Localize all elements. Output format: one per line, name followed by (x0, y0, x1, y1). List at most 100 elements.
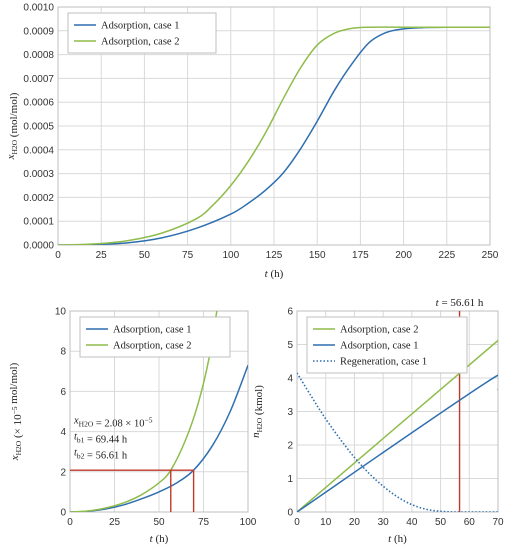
x-tick-label: 225 (438, 250, 455, 261)
y-axis-unit: (kmol) (253, 385, 265, 418)
annotation-x-exponent: −5 (144, 416, 152, 425)
x-tick-label: 100 (222, 250, 239, 261)
legend-label-2: Adsorption, case 2 (101, 37, 179, 48)
annotation-tb2-value: = 56.61 h (84, 451, 127, 462)
x-tick-label: 70 (492, 517, 504, 528)
annotation-tb2-subscript: b2 (77, 452, 85, 461)
time-marker-variable: t (436, 297, 440, 309)
x-tick-label: 0 (67, 517, 73, 528)
y-tick-label: 2 (287, 441, 293, 452)
y-tick-label: 6 (287, 307, 293, 318)
plot-frame (57, 6, 491, 246)
x-axis-label: t (h) (265, 268, 284, 280)
y-tick-label: 0 (60, 508, 66, 519)
y-tick-label: 0.0010 (23, 3, 54, 14)
legend-box (79, 316, 231, 358)
y-tick-label: 4 (60, 427, 66, 438)
y-axis-label: xH2O (× 10−5 mol/mol) (8, 362, 24, 461)
plot-frame (296, 310, 499, 513)
y-tick-label: 0.0002 (23, 193, 54, 204)
x-tick-label: 50 (139, 250, 151, 261)
legend-label-1: Adsorption, case 1 (113, 325, 191, 336)
annotation-tb2: tb2 = 56.61 h (74, 448, 128, 462)
y-tick-label: 0.0008 (23, 50, 54, 61)
x-axis-unit: (h) (268, 268, 284, 280)
annotation-x-subscript: H2O (79, 420, 94, 429)
legend-box (67, 12, 217, 54)
x-tick-label: 50 (435, 517, 447, 528)
x-axis-label: t (h) (388, 533, 407, 545)
series-line-1 (58, 26, 490, 245)
y-tick-label: 0.0009 (23, 26, 54, 37)
x-tick-label: 0 (294, 517, 300, 528)
x-tick-label: 100 (240, 517, 257, 528)
y-axis-label: nH2O (kmol) (250, 385, 265, 438)
chart-panel-1: 0.0000 0.0001 0.0002 0.0003 0.0004 0.0005 0.00… (5, 3, 499, 281)
x-tick-label: 75 (182, 250, 194, 261)
x-axis-variable: t (150, 533, 154, 545)
y-tick-label: 0.0006 (23, 98, 54, 109)
x-tick-label: 25 (109, 517, 121, 528)
y-axis-unit: (× 10 (12, 414, 24, 441)
y-tick-label: 0.0001 (23, 217, 54, 228)
y-tick-label: 0.0000 (23, 241, 54, 252)
x-tick-label: 10 (320, 517, 332, 528)
y-tick-label: 1 (287, 474, 293, 485)
series-line-2 (58, 26, 490, 245)
y-tick-label: 2 (60, 467, 66, 478)
legend-label-1: Adsorption, case 2 (340, 325, 418, 336)
y-axis-exponent: −5 (10, 406, 19, 414)
y-tick-label: 0.0007 (23, 74, 54, 85)
y-axis-unit-tail: mol/mol) (8, 362, 20, 406)
annotation-x-value: = 2.08 × 10 (93, 419, 144, 430)
y-axis-variable: x (5, 154, 17, 160)
legend: Adsorption, case 1 Adsorption, case 2 (79, 316, 231, 358)
y-axis-subscript: H2O (14, 440, 23, 455)
x-tick-label: 30 (378, 517, 390, 528)
y-tick-label: 6 (60, 387, 66, 398)
y-axis-variable: x (9, 455, 21, 461)
plot-frame (69, 310, 249, 513)
time-marker-label: t = 56.61 h (436, 297, 484, 309)
x-tick-label: 150 (309, 250, 326, 261)
y-tick-label: 5 (287, 340, 293, 351)
x-axis-unit: (h) (391, 533, 407, 545)
x-axis-variable: t (265, 268, 269, 280)
x-tick-label: 200 (395, 250, 412, 261)
annotation-tb2-variable: t (74, 448, 78, 459)
y-tick-label: 10 (55, 307, 67, 318)
y-axis-variable: n (250, 432, 262, 438)
series-line-2 (70, 311, 218, 512)
series-line-2 (297, 374, 498, 512)
y-axis-subscript: H2O (10, 139, 19, 154)
annotation-tb1: tb1 = 69.44 h (74, 432, 128, 446)
y-tick-label: 8 (60, 347, 66, 358)
y-axis-unit: (mol/mol) (8, 92, 20, 140)
y-tick-label: 4 (287, 374, 293, 385)
annotation-tb1-subscript: b1 (77, 436, 85, 445)
x-tick-label: 0 (55, 250, 61, 261)
y-axis-label: xH2O (mol/mol) (5, 92, 20, 160)
x-tick-label: 40 (406, 517, 418, 528)
legend-label-2: Adsorption, case 1 (340, 341, 418, 352)
legend-label-2: Adsorption, case 2 (113, 341, 191, 352)
legend-label-3: Regeneration, case 1 (340, 357, 427, 368)
annotation-x-variable: x (73, 416, 79, 427)
x-tick-label: 25 (96, 250, 108, 261)
legend-label-1: Adsorption, case 1 (101, 21, 179, 32)
x-axis-variable: t (388, 533, 392, 545)
breakthrough-marker-case1 (70, 469, 195, 512)
y-tick-label: 3 (287, 407, 293, 418)
y-tick-label: 0.0005 (23, 122, 54, 133)
x-axis-label: t (h) (150, 533, 169, 545)
x-tick-label: 250 (482, 250, 499, 261)
x-tick-label: 75 (198, 517, 210, 528)
x-axis-unit: (h) (153, 533, 169, 545)
time-marker-value: = 56.61 h (439, 297, 484, 309)
y-tick-label: 0.0004 (23, 145, 54, 156)
y-tick-label: 0.0003 (23, 169, 54, 180)
series-line-1 (297, 339, 498, 512)
